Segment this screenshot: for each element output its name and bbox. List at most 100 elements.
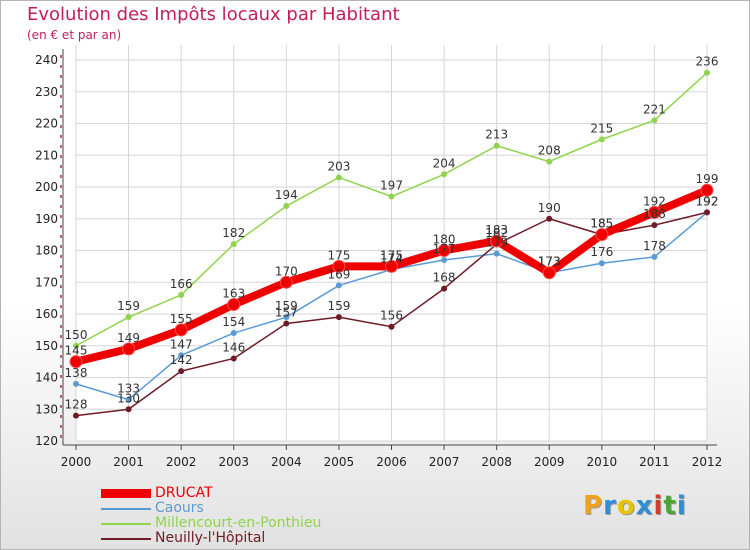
- data-point-millencourt-en-ponthieu: [704, 69, 710, 76]
- data-label: 173: [538, 255, 561, 269]
- data-point-millencourt-en-ponthieu: [598, 136, 605, 143]
- data-label: 190: [538, 201, 561, 215]
- data-label: 197: [380, 179, 403, 193]
- data-label: 180: [433, 233, 456, 247]
- data-label: 192: [643, 194, 666, 208]
- data-label: 221: [643, 102, 666, 116]
- data-point-drucat: [490, 234, 504, 248]
- data-point-millencourt-en-ponthieu: [388, 193, 395, 200]
- data-point-drucat: [227, 297, 241, 311]
- x-tick-label: 2012: [692, 455, 723, 469]
- data-label: 236: [696, 55, 719, 69]
- data-point-neuilly-l-h-pital: [651, 222, 658, 229]
- legend-label-millencourt: Millencourt-en-Ponthieu: [155, 515, 322, 531]
- data-label: 149: [117, 331, 140, 345]
- data-point-neuilly-l-h-pital: [178, 368, 185, 375]
- data-point-drucat: [279, 275, 293, 289]
- data-label: 215: [590, 121, 613, 135]
- data-point-drucat: [332, 259, 346, 273]
- data-label: 169: [327, 267, 350, 281]
- data-label: 150: [65, 328, 88, 342]
- logo-letter: i: [676, 491, 687, 521]
- data-point-caours: [335, 282, 342, 289]
- data-point-drucat: [595, 228, 609, 242]
- data-point-millencourt-en-ponthieu: [651, 117, 658, 124]
- data-point-drucat: [647, 205, 661, 219]
- data-label: 155: [170, 312, 193, 326]
- data-point-millencourt-en-ponthieu: [335, 174, 342, 181]
- data-label: 182: [222, 226, 245, 240]
- logo-letter: x: [635, 491, 654, 521]
- y-tick-label: 130: [35, 402, 58, 416]
- chart-title: Evolution des Impôts locaux par Habitant: [27, 4, 400, 25]
- data-point-caours: [651, 253, 658, 260]
- data-label: 138: [65, 366, 88, 380]
- legend-label-drucat: DRUCAT: [155, 485, 213, 501]
- data-point-neuilly-l-h-pital: [704, 209, 710, 216]
- data-label: 175: [380, 248, 403, 262]
- y-tick-label: 180: [35, 244, 58, 258]
- logo-letter: r: [603, 491, 617, 521]
- data-point-neuilly-l-h-pital: [283, 320, 290, 327]
- data-point-drucat: [542, 266, 556, 280]
- data-point-neuilly-l-h-pital: [335, 314, 342, 321]
- data-label: 177: [433, 242, 456, 256]
- y-tick-label: 240: [35, 53, 58, 67]
- data-point-neuilly-l-h-pital: [73, 412, 79, 419]
- logo-letter: i: [653, 491, 664, 521]
- data-label: 178: [643, 239, 666, 253]
- data-point-neuilly-l-h-pital: [546, 215, 553, 222]
- data-point-caours: [441, 257, 448, 264]
- data-point-drucat: [700, 183, 714, 197]
- data-point-drucat: [69, 355, 83, 369]
- x-tick-label: 2002: [166, 455, 197, 469]
- data-point-millencourt-en-ponthieu: [493, 142, 500, 149]
- data-label: 213: [485, 128, 508, 142]
- x-tick-label: 2005: [324, 455, 355, 469]
- data-point-caours: [493, 250, 500, 257]
- data-label: 182: [485, 226, 508, 240]
- data-label: 175: [327, 248, 350, 262]
- x-tick-label: 2001: [113, 455, 144, 469]
- legend-label-caours: Caours: [155, 500, 204, 516]
- y-tick-label: 220: [35, 117, 58, 131]
- data-point-caours: [178, 352, 185, 359]
- data-label: 168: [433, 271, 456, 285]
- y-tick-label: 140: [35, 371, 58, 385]
- data-label: 159: [275, 299, 298, 313]
- data-label: 154: [222, 315, 245, 329]
- data-label: 203: [327, 159, 350, 173]
- y-tick-label: 170: [35, 275, 58, 289]
- data-point-millencourt-en-ponthieu: [125, 314, 132, 321]
- x-tick-label: 2010: [587, 455, 618, 469]
- x-tick-label: 2009: [534, 455, 565, 469]
- data-label: 204: [433, 156, 456, 170]
- data-point-neuilly-l-h-pital: [388, 323, 395, 330]
- y-tick-label: 210: [35, 148, 58, 162]
- data-point-neuilly-l-h-pital: [441, 285, 448, 292]
- legend-label-neuilly: Neuilly-l'Hôpital: [155, 530, 266, 546]
- logo-letter: P: [583, 491, 604, 521]
- logo-letter: t: [663, 491, 677, 521]
- data-point-millencourt-en-ponthieu: [230, 241, 237, 248]
- y-tick-label: 160: [35, 307, 58, 321]
- data-label: 146: [222, 340, 245, 354]
- legend-swatch-caours: [101, 508, 151, 510]
- data-label: 159: [117, 299, 140, 313]
- data-point-neuilly-l-h-pital: [230, 355, 237, 362]
- data-point-millencourt-en-ponthieu: [73, 342, 79, 349]
- data-label: 128: [65, 398, 88, 412]
- data-label: 157: [275, 306, 298, 320]
- y-tick-label: 120: [35, 434, 58, 448]
- logo-letter: o: [616, 491, 636, 521]
- legend-swatch-drucat: [101, 489, 151, 498]
- data-label: 192: [696, 194, 719, 208]
- data-point-drucat: [174, 323, 188, 337]
- data-point-caours: [73, 380, 79, 387]
- x-tick-label: 2000: [61, 455, 92, 469]
- data-label: 174: [380, 252, 403, 266]
- data-point-drucat: [385, 259, 398, 273]
- data-point-caours: [283, 314, 290, 321]
- x-tick-label: 2007: [429, 455, 460, 469]
